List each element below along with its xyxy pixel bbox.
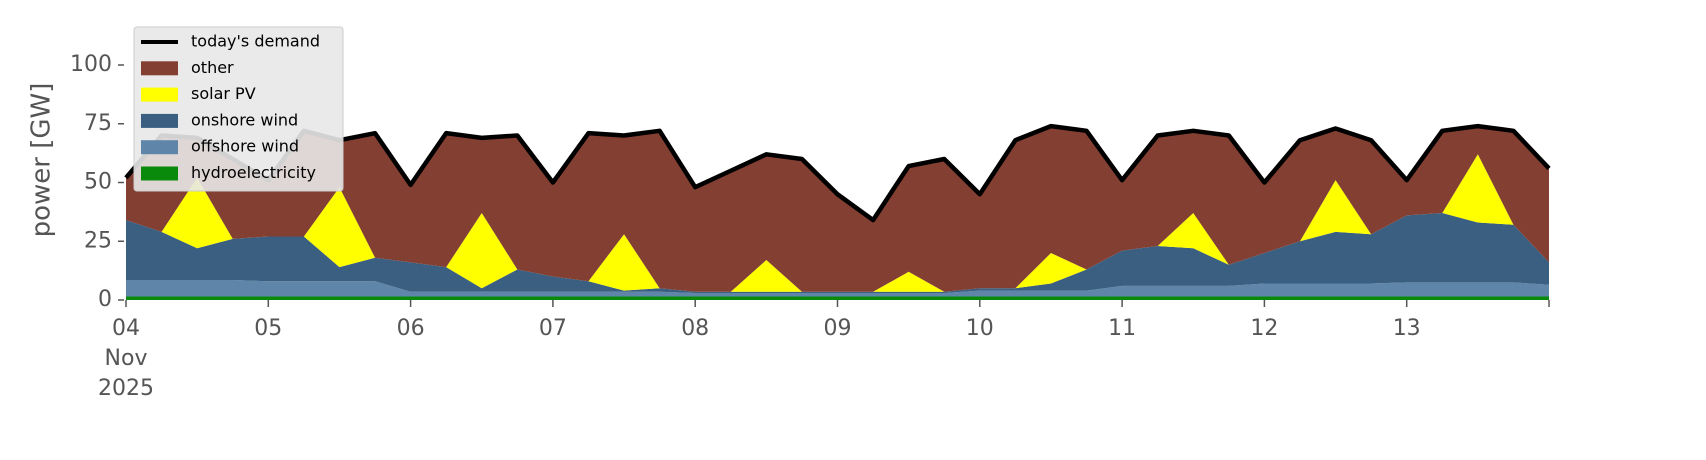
x-tick-label-line: 11 (1108, 316, 1136, 341)
x-tick-label-line: 05 (254, 316, 282, 341)
legend-label: today's demand (191, 32, 320, 51)
x-tick-label: 11 (1108, 316, 1136, 341)
area (126, 296, 1549, 300)
y-tick-label: 75 (84, 111, 112, 136)
x-tick-label: 09 (824, 316, 852, 341)
y-tick-label: 0 (98, 287, 112, 312)
x-tick-label-line: 10 (966, 316, 994, 341)
x-tick-label: 12 (1250, 316, 1278, 341)
area (126, 154, 1549, 292)
legend-label: solar PV (191, 84, 256, 103)
y-tick-label: 50 (84, 170, 112, 195)
x-tick-label-line: 08 (681, 316, 709, 341)
legend-label: other (191, 58, 234, 77)
x-tick-label: 13 (1393, 316, 1421, 341)
area (126, 280, 1549, 297)
y-axis-label: power [GW] (27, 83, 57, 238)
x-tick-label: 05 (254, 316, 282, 341)
legend-patch (141, 87, 178, 102)
x-tick-label: 06 (397, 316, 425, 341)
x-tick-label-line: 04 (112, 316, 140, 341)
x-tick-label: 08 (681, 316, 709, 341)
x-tick-label-line: 09 (824, 316, 852, 341)
y-tick-label: 100 (70, 52, 112, 77)
legend-patch (141, 113, 178, 128)
x-tick-label: 04 Nov 2025 (98, 316, 154, 401)
legend: today's demand other solar PV onshore wind o… (133, 26, 344, 192)
legend-box (133, 26, 344, 192)
x-tick-label: 07 (539, 316, 567, 341)
area (126, 126, 1549, 292)
legend-label: onshore wind (191, 110, 298, 129)
x-tick-label-line: 06 (397, 316, 425, 341)
legend-patch (141, 166, 178, 181)
legend-label: hydroelectricity (191, 163, 316, 182)
area (126, 213, 1549, 293)
x-tick-label-line: 13 (1393, 316, 1421, 341)
y-tick-label: 25 (84, 228, 112, 253)
x-tick-label-line: 2025 (98, 376, 154, 401)
legend-patch (141, 61, 178, 76)
legend-patch (141, 140, 178, 155)
x-tick-label-line: 12 (1250, 316, 1278, 341)
x-tick-label-line: 07 (539, 316, 567, 341)
demand-line (124, 123, 1551, 223)
x-tick-label-line: Nov (105, 346, 148, 371)
x-tick-label: 10 (966, 316, 994, 341)
legend-label: offshore wind (191, 137, 299, 156)
